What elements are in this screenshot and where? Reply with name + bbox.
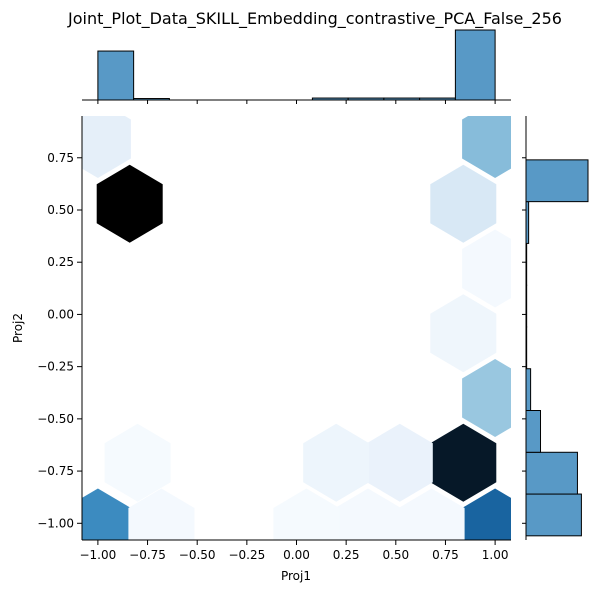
- y-axis-label: Proj2: [11, 313, 25, 343]
- hexbin-cell: [462, 229, 511, 308]
- y-tick-label: 0.50: [47, 203, 74, 217]
- x-tick-label: 0.00: [283, 548, 310, 562]
- x-tick-label: −0.25: [228, 548, 265, 562]
- hexbin-cell: [104, 423, 171, 502]
- x-tick-label: 0.25: [333, 548, 360, 562]
- x-marginal-histogram: [97, 29, 496, 104]
- y-tick-label: 0.25: [47, 255, 74, 269]
- y-tick-label: −0.25: [37, 360, 74, 374]
- hexbin-plot-area: [82, 116, 511, 540]
- y-tick-label: −1.00: [37, 516, 74, 530]
- x-tick-label: 1.00: [482, 548, 509, 562]
- hexbin-cell: [303, 423, 370, 502]
- hexbin-cell: [273, 488, 340, 540]
- y-marginal-bar: [525, 410, 542, 453]
- y-marginal-bar: [525, 368, 532, 412]
- hexbin-cell: [82, 488, 131, 540]
- x-axis-ticks: −1.00 −0.75 −0.50 −0.25 0.00 0.25 0.50 0.75 1.00: [79, 540, 508, 562]
- y-marginal-bar: [525, 451, 578, 495]
- y-marginal-histogram: [522, 157, 589, 537]
- hexbin-cell: [430, 423, 497, 502]
- hexbin-cell: [462, 359, 511, 437]
- hexbin-cell: [398, 488, 465, 540]
- y-marginal-bar: [525, 493, 582, 537]
- hexbin-cell: [430, 164, 497, 243]
- y-tick-label: −0.50: [37, 412, 74, 426]
- x-tick-label: 0.50: [382, 548, 409, 562]
- hexbin-cell: [462, 116, 511, 178]
- x-tick-label: −0.50: [179, 548, 216, 562]
- y-tick-label: 0.75: [47, 151, 74, 165]
- y-axis-ticks: −1.00 −0.75 −0.50 −0.25 0.00 0.25 0.50 0.75: [37, 151, 82, 530]
- x-axis-label: Proj1: [281, 569, 311, 583]
- y-marginal-bar: [525, 159, 589, 203]
- x-marginal-bar: [97, 50, 135, 101]
- y-tick-label: 0.00: [47, 307, 74, 321]
- chart-title: Joint_Plot_Data_SKILL_Embedding_contrast…: [67, 9, 562, 29]
- x-tick-label: 0.75: [432, 548, 459, 562]
- x-tick-label: −1.00: [79, 548, 116, 562]
- hexbin-cell: [335, 488, 401, 540]
- hexbin-cell: [128, 488, 195, 540]
- hexbin-cell: [430, 294, 497, 373]
- hexbin-cell: [96, 164, 163, 243]
- x-marginal-bar: [454, 29, 496, 101]
- hexbin-cell: [462, 488, 511, 540]
- x-tick-label: −0.75: [129, 548, 166, 562]
- hexbin-cell: [82, 116, 131, 178]
- hexbin-cell: [366, 423, 433, 502]
- y-tick-label: −0.75: [37, 464, 74, 478]
